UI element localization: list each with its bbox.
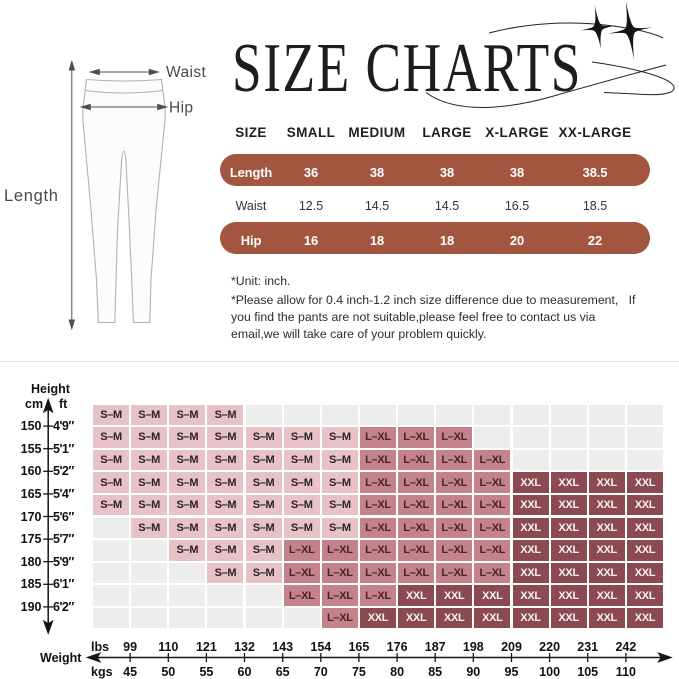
svg-text:Hip: Hip — [169, 100, 193, 117]
svg-text:Length: Length — [4, 187, 59, 205]
svg-text:Waist: Waist — [166, 64, 206, 81]
